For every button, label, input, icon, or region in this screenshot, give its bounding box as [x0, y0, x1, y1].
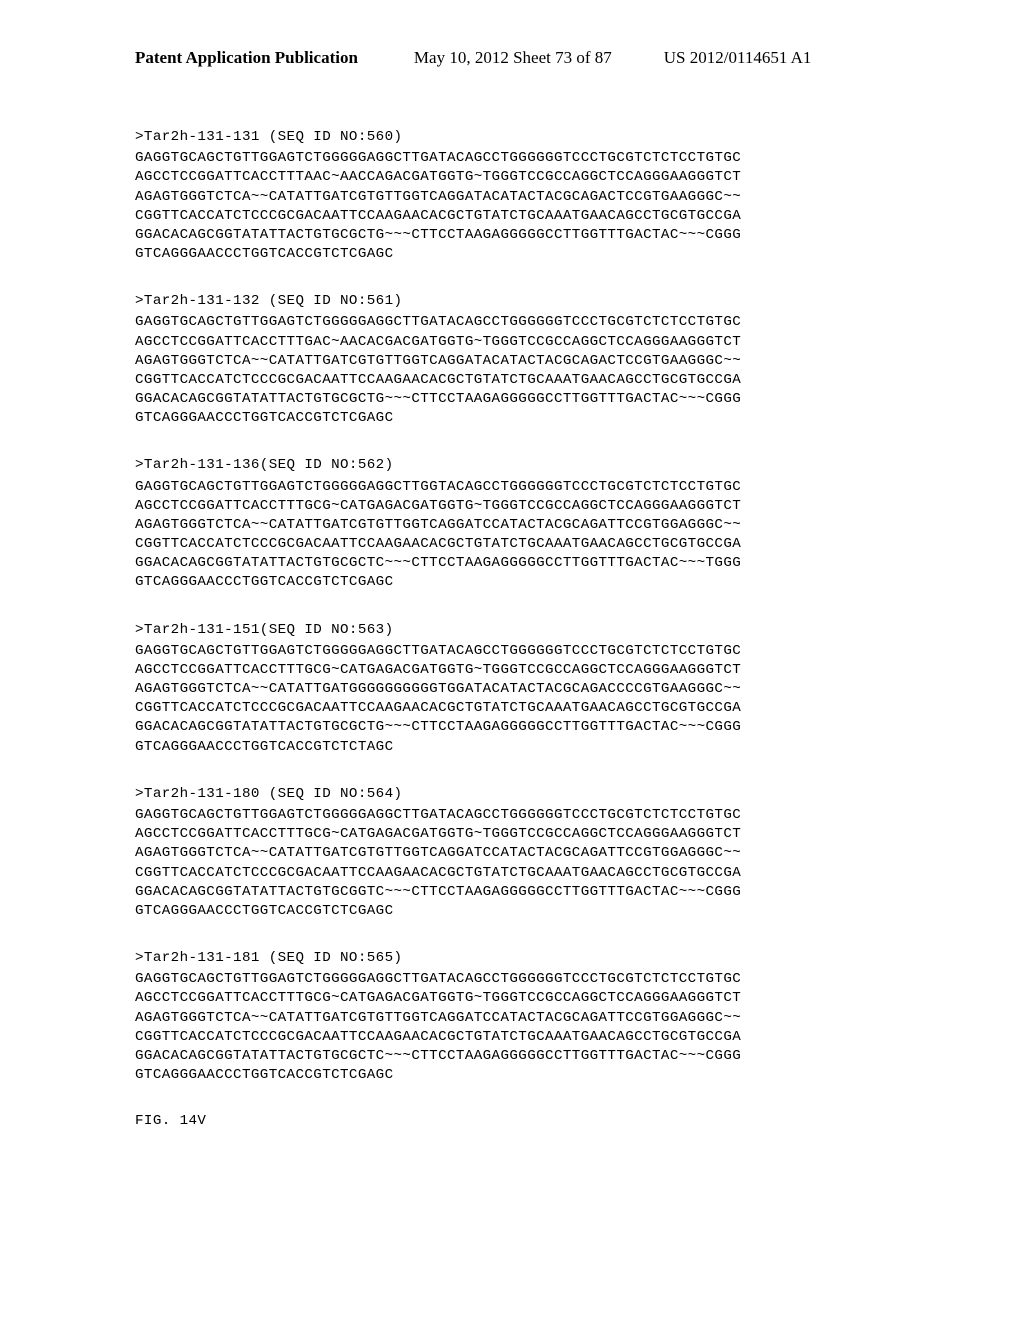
- sequence-body: GAGGTGCAGCTGTTGGAGTCTGGGGGAGGCTTGGTACAGC…: [135, 478, 914, 593]
- sequence-body: GAGGTGCAGCTGTTGGAGTCTGGGGGAGGCTTGATACAGC…: [135, 970, 914, 1085]
- sequence-block: >Tar2h-131-181 (SEQ ID NO:565) GAGGTGCAG…: [135, 949, 914, 1085]
- sequence-block: >Tar2h-131-132 (SEQ ID NO:561) GAGGTGCAG…: [135, 292, 914, 428]
- header-right: US 2012/0114651 A1: [664, 48, 812, 68]
- sequence-body: GAGGTGCAGCTGTTGGAGTCTGGGGGAGGCTTGATACAGC…: [135, 806, 914, 921]
- sequence-title: >Tar2h-131-136(SEQ ID NO:562): [135, 456, 914, 475]
- patent-page: Patent Application Publication May 10, 2…: [0, 0, 1024, 1320]
- header-left: Patent Application Publication: [135, 48, 358, 68]
- sequence-title: >Tar2h-131-151(SEQ ID NO:563): [135, 621, 914, 640]
- sequence-title: >Tar2h-131-132 (SEQ ID NO:561): [135, 292, 914, 311]
- sequence-title: >Tar2h-131-131 (SEQ ID NO:560): [135, 128, 914, 147]
- figure-label: FIG. 14V: [135, 1113, 914, 1129]
- sequence-title: >Tar2h-131-180 (SEQ ID NO:564): [135, 785, 914, 804]
- sequence-block: >Tar2h-131-180 (SEQ ID NO:564) GAGGTGCAG…: [135, 785, 914, 921]
- sequence-body: GAGGTGCAGCTGTTGGAGTCTGGGGGAGGCTTGATACAGC…: [135, 149, 914, 264]
- sequence-block: >Tar2h-131-136(SEQ ID NO:562) GAGGTGCAGC…: [135, 456, 914, 592]
- sequence-body: GAGGTGCAGCTGTTGGAGTCTGGGGGAGGCTTGATACAGC…: [135, 642, 914, 757]
- sequence-block: >Tar2h-131-151(SEQ ID NO:563) GAGGTGCAGC…: [135, 621, 914, 757]
- sequence-title: >Tar2h-131-181 (SEQ ID NO:565): [135, 949, 914, 968]
- page-header: Patent Application Publication May 10, 2…: [135, 48, 914, 68]
- sequence-block: >Tar2h-131-131 (SEQ ID NO:560) GAGGTGCAG…: [135, 128, 914, 264]
- header-center: May 10, 2012 Sheet 73 of 87: [414, 48, 612, 68]
- sequence-body: GAGGTGCAGCTGTTGGAGTCTGGGGGAGGCTTGATACAGC…: [135, 313, 914, 428]
